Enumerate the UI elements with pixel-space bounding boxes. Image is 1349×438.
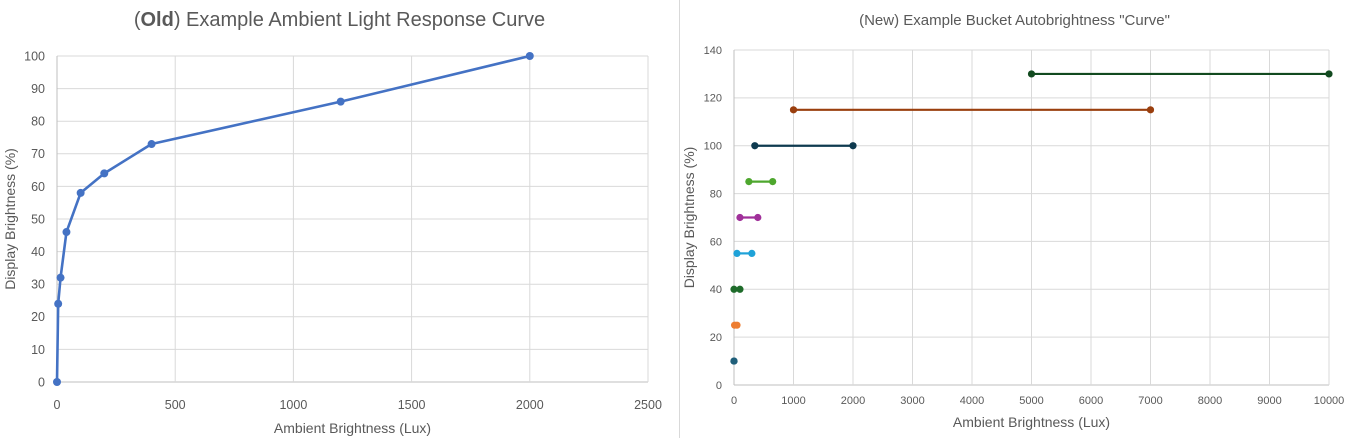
y-tick-label: 30 <box>31 278 45 292</box>
data-series <box>730 357 738 365</box>
y-tick-label: 20 <box>710 332 722 344</box>
data-point <box>754 213 762 222</box>
y-tick-label: 90 <box>31 82 45 96</box>
y-tick-label: 0 <box>38 375 45 389</box>
y-tick-label: 60 <box>31 180 45 194</box>
data-point <box>56 273 65 282</box>
y-tick-label: 140 <box>704 45 722 57</box>
data-point <box>62 228 71 237</box>
y-tick-label: 50 <box>31 212 45 226</box>
data-point <box>751 142 759 150</box>
data-series <box>789 106 1155 114</box>
x-tick-label: 0 <box>731 395 737 407</box>
data-point <box>1027 70 1036 78</box>
y-tick-label: 80 <box>710 188 722 200</box>
x-tick-label: 2000 <box>841 395 865 407</box>
x-tick-label: 500 <box>165 398 186 412</box>
data-series <box>751 142 857 150</box>
new-chart-panel: (New) Example Bucket Autobrightness "Cur… <box>680 0 1349 438</box>
y-axis-title: Display Brightness (%) <box>681 147 697 289</box>
x-tick-label: 1500 <box>398 398 426 412</box>
data-point <box>736 285 744 293</box>
data-point <box>736 213 744 222</box>
title-prefix: ( <box>133 9 141 31</box>
x-tick-label: 0 <box>54 398 61 412</box>
new-chart-plot: 0 20 40 60 80 100 120 140 0 1000 2000 3000 4000 5000 6… <box>681 45 1345 430</box>
x-axis-title: Ambient Brightness (Lux) <box>953 414 1110 430</box>
data-point <box>53 378 61 386</box>
old-chart-panel: (Old) Example Ambient Light Response Cur… <box>0 9 679 436</box>
x-tick-label: 1000 <box>279 398 307 412</box>
x-tick-label: 1000 <box>781 395 805 407</box>
new-chart-title: (New) Example Bucket Autobrightness "Cur… <box>859 12 1170 29</box>
y-tick-label: 40 <box>710 284 722 296</box>
y-tick-label: 10 <box>31 343 45 357</box>
y-tick-label: 0 <box>716 380 722 392</box>
title-suffix: ) Example Ambient Light Response Curve <box>173 9 546 31</box>
y-tick-label: 60 <box>710 236 722 248</box>
data-point <box>748 249 756 257</box>
data-point <box>733 321 741 329</box>
y-tick-label: 70 <box>31 147 45 161</box>
x-tick-label: 5000 <box>1019 395 1043 407</box>
y-tick-label: 20 <box>31 310 45 324</box>
data-series <box>730 285 744 293</box>
data-point <box>100 169 109 178</box>
data-point <box>730 285 738 293</box>
data-point <box>76 188 85 197</box>
x-tick-label: 3000 <box>900 395 924 407</box>
data-point <box>54 299 63 308</box>
x-tick-label: 6000 <box>1079 395 1103 407</box>
data-point <box>730 357 738 365</box>
y-axis-title: Display Brightness (%) <box>2 148 18 290</box>
y-tick-label: 100 <box>704 141 722 153</box>
data-point <box>1325 70 1333 78</box>
x-tick-label: 9000 <box>1257 395 1281 407</box>
data-series <box>53 52 534 386</box>
panel-divider <box>679 0 680 438</box>
x-tick-label: 4000 <box>960 395 984 407</box>
y-tick-label: 100 <box>24 49 45 63</box>
old-chart-title: (Old) Example Ambient Light Response Cur… <box>0 9 679 32</box>
y-tick-label: 40 <box>31 245 45 259</box>
x-tick-label: 10000 <box>1314 395 1345 407</box>
x-tick-label: 2000 <box>516 398 544 412</box>
data-point <box>745 178 753 186</box>
data-point <box>849 142 857 150</box>
data-series <box>745 178 777 186</box>
data-series <box>1027 70 1333 78</box>
x-axis-title: Ambient Brightness (Lux) <box>274 420 431 436</box>
data-series <box>733 249 756 257</box>
data-point <box>733 249 741 257</box>
data-point <box>769 178 777 186</box>
x-tick-label: 8000 <box>1198 395 1222 407</box>
x-tick-label: 7000 <box>1138 395 1162 407</box>
y-tick-label: 80 <box>31 115 45 129</box>
data-series <box>730 321 741 329</box>
data-point <box>147 140 156 149</box>
y-tick-label: 120 <box>704 93 722 105</box>
data-point <box>789 106 798 114</box>
x-tick-label: 2500 <box>634 398 662 412</box>
title-bold: Old <box>140 9 174 31</box>
data-point <box>525 52 534 60</box>
data-point <box>336 97 345 106</box>
data-series <box>736 213 762 222</box>
data-point <box>1146 106 1155 114</box>
